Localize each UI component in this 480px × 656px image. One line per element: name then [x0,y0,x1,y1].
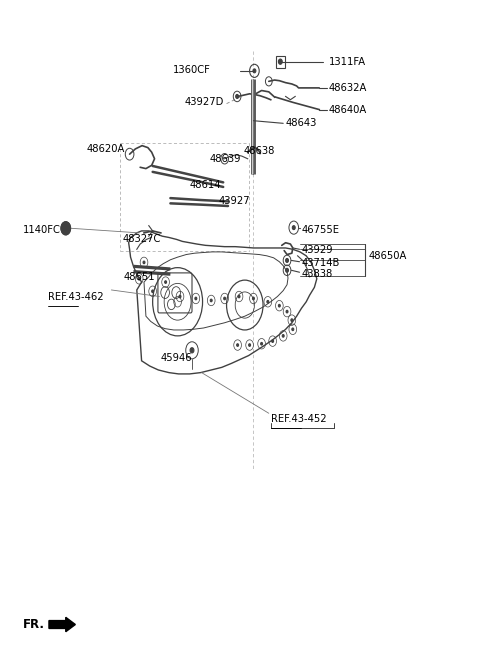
Text: 48632A: 48632A [329,83,367,93]
Text: 48651: 48651 [124,272,156,282]
FancyArrow shape [49,617,75,632]
Circle shape [249,344,251,346]
Text: 43927: 43927 [218,195,250,206]
Circle shape [286,258,288,262]
Text: 43929: 43929 [301,245,333,255]
Text: 48650A: 48650A [369,251,407,261]
Circle shape [292,226,295,230]
Text: 43927D: 43927D [185,96,224,107]
Circle shape [236,94,239,98]
Circle shape [253,69,256,73]
Circle shape [237,344,239,346]
Text: 48638: 48638 [243,146,275,156]
Circle shape [286,310,288,313]
Text: 48614: 48614 [190,180,221,190]
Text: 1311FA: 1311FA [329,56,366,67]
Circle shape [278,304,280,307]
Text: REF.43-462: REF.43-462 [48,291,104,302]
Circle shape [152,290,154,293]
Circle shape [292,328,294,331]
Circle shape [278,59,282,64]
Circle shape [210,299,212,302]
Circle shape [291,319,293,321]
Text: 1140FC: 1140FC [23,224,61,235]
Text: FR.: FR. [23,618,45,631]
Text: 48639: 48639 [210,154,241,165]
Text: 48643: 48643 [286,118,317,129]
Text: 45946: 45946 [161,352,192,363]
Circle shape [272,340,274,342]
Text: 48327C: 48327C [122,234,161,245]
Text: 1360CF: 1360CF [173,65,211,75]
Circle shape [138,277,140,280]
Circle shape [238,295,240,298]
Bar [276,56,285,68]
Circle shape [224,297,226,300]
Text: 43838: 43838 [301,269,333,279]
Circle shape [252,297,254,300]
Text: 48620A: 48620A [86,144,125,154]
Text: REF.43-452: REF.43-452 [271,413,327,424]
Text: 46755E: 46755E [301,225,339,236]
Circle shape [261,342,263,345]
Circle shape [179,295,181,298]
Circle shape [190,348,194,353]
Text: 48640A: 48640A [329,104,367,115]
Circle shape [61,222,71,235]
Circle shape [286,268,288,272]
Circle shape [143,261,145,264]
Circle shape [282,335,284,337]
Circle shape [165,281,167,283]
Circle shape [267,300,269,303]
Text: 43714B: 43714B [301,258,340,268]
Circle shape [195,297,197,300]
